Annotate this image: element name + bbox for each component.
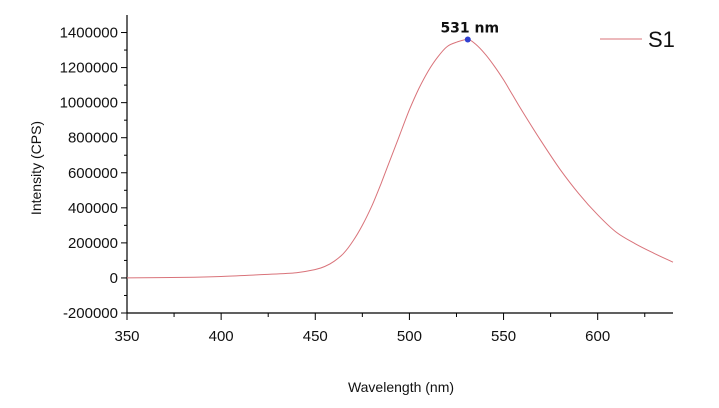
x-axis-title: Wavelength (nm)	[348, 379, 454, 395]
x-tick-label: 600	[585, 328, 610, 345]
y-tick-label: 0	[110, 270, 118, 287]
x-tick-label: 550	[491, 328, 516, 345]
y-tick-label: 800000	[68, 130, 118, 147]
y-tick-label: 1200000	[60, 60, 118, 77]
y-axis-ticks: -200000 0 200000 400000 600000 800000 1000000 1…	[60, 25, 127, 322]
x-axis-ticks: 350 400 450 500 550 600	[114, 313, 646, 345]
y-tick-label: 1400000	[60, 25, 118, 42]
x-tick-label: 400	[209, 328, 234, 345]
peak-annotation: 531 nm	[440, 21, 499, 37]
y-tick-label: 1000000	[60, 95, 118, 112]
y-axis-title: Intensity (CPS)	[28, 121, 44, 215]
x-tick-label: 500	[397, 328, 422, 345]
y-tick-label: 200000	[68, 235, 118, 252]
series-line-s1	[126, 38, 674, 279]
y-tick-label: 600000	[68, 165, 118, 182]
y-tick-label: -200000	[63, 305, 118, 322]
legend-label-s1: S1	[648, 27, 675, 52]
x-tick-label: 350	[114, 328, 139, 345]
x-tick-label: 450	[303, 328, 328, 345]
y-tick-label: 400000	[68, 200, 118, 217]
peak-marker	[464, 36, 471, 43]
axes	[126, 15, 673, 314]
